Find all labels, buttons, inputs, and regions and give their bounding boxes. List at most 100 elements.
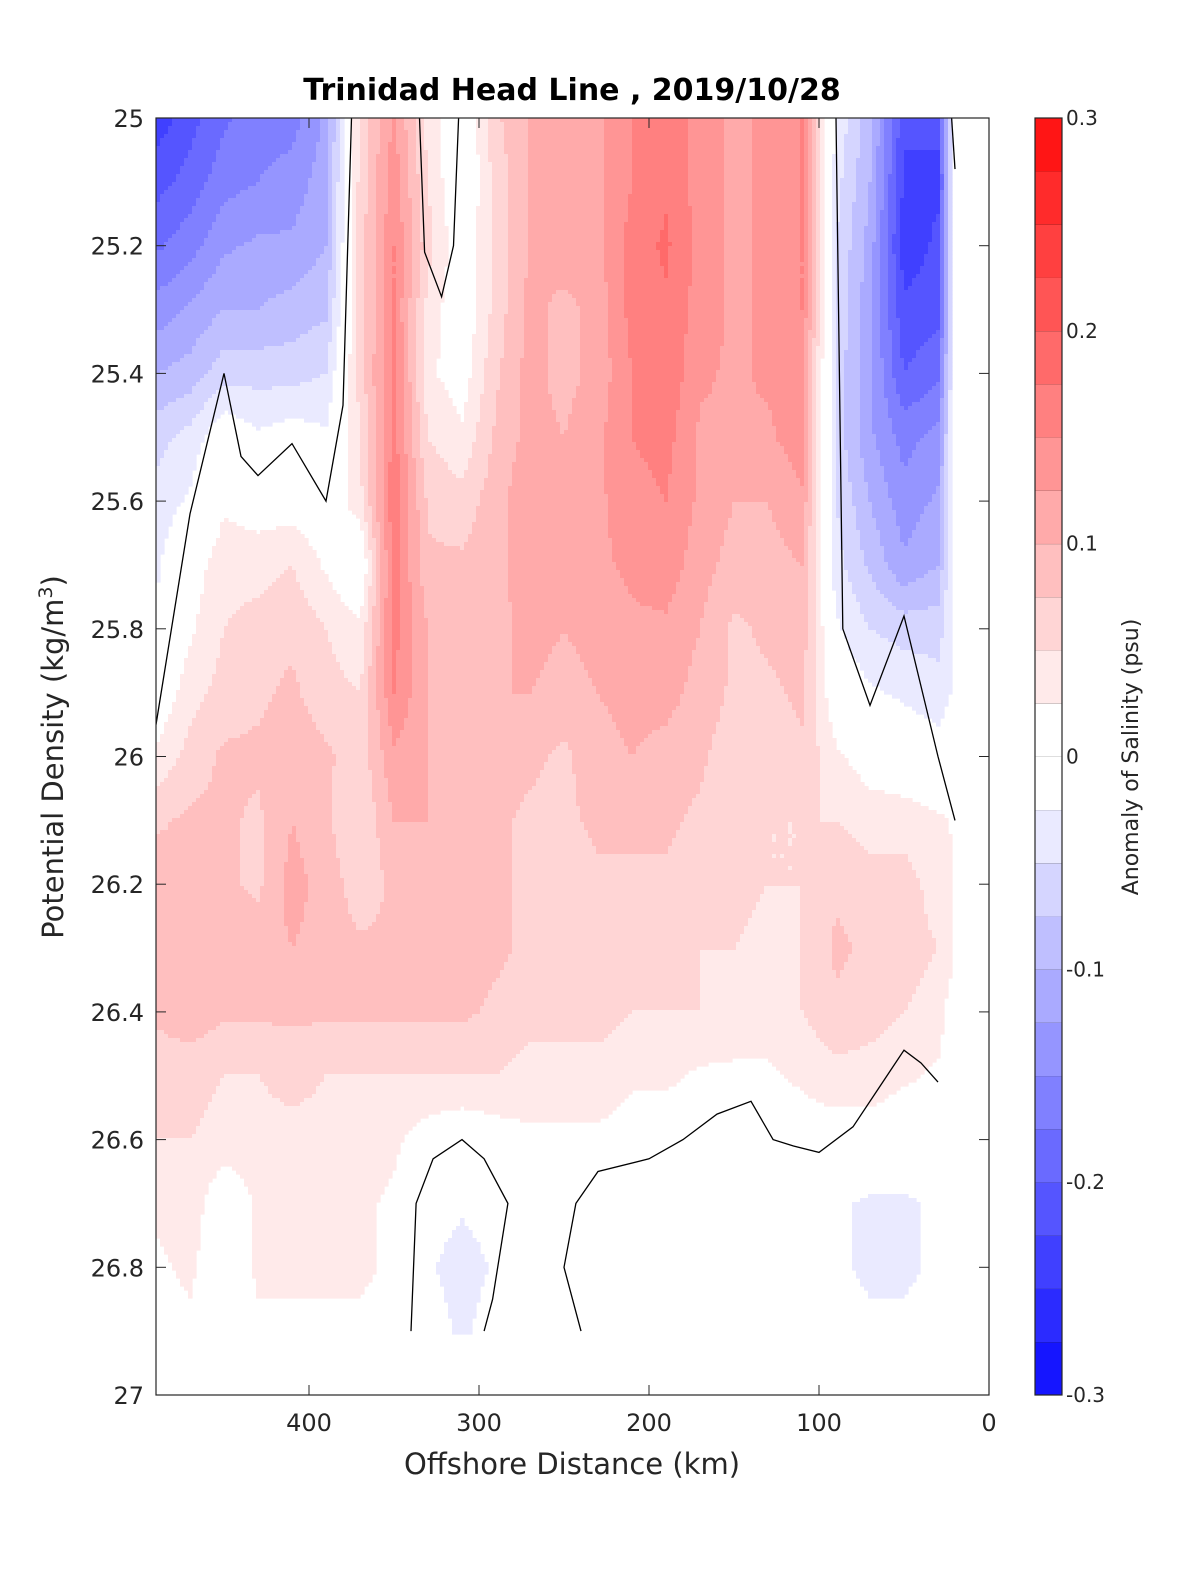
contour-band-cell — [948, 310, 953, 315]
contour-band-cell — [336, 222, 345, 227]
contour-band-cell — [320, 126, 329, 131]
contour-band-cell — [948, 238, 953, 243]
contour-band-cell — [412, 258, 421, 263]
contour-band-cell — [816, 330, 821, 335]
contour-band-cell — [364, 374, 373, 379]
contour-band-cell — [948, 370, 953, 375]
contour-band-cell — [940, 162, 945, 167]
contour-band-cell — [832, 282, 837, 287]
contour-band-cell — [840, 618, 865, 623]
contour-band-cell — [624, 274, 665, 279]
contour-band-cell — [376, 402, 385, 407]
contour-band-cell — [476, 294, 493, 299]
contour-band-cell — [896, 386, 933, 391]
contour-band-cell — [508, 246, 529, 251]
contour-band-cell — [272, 582, 301, 587]
contour-band-cell — [400, 586, 413, 591]
contour-band-cell — [528, 134, 605, 139]
contour-band-cell — [380, 554, 389, 559]
contour-band-cell — [480, 394, 497, 399]
contour-band-cell — [804, 154, 809, 159]
contour-band-cell — [808, 178, 813, 183]
contour-band-cell — [508, 222, 529, 227]
contour-band-cell — [604, 210, 629, 215]
contour-band-cell — [408, 190, 421, 195]
contour-band-cell — [504, 326, 525, 331]
contour-band-cell — [884, 594, 941, 599]
contour-band-cell — [364, 306, 377, 311]
contour-band-cell — [368, 398, 377, 403]
contour-band-cell — [820, 166, 825, 171]
contour-band-cell — [204, 590, 265, 595]
contour-band-cell — [364, 386, 377, 391]
contour-band-cell — [356, 258, 365, 263]
contour-band-cell — [328, 134, 337, 139]
contour-band-cell — [404, 222, 413, 227]
contour-band-cell — [352, 146, 361, 151]
contour-band-cell — [604, 178, 633, 183]
contour-band-cell — [860, 150, 873, 155]
contour-band-cell — [332, 322, 341, 327]
contour-band-cell — [940, 450, 945, 455]
contour-band-cell — [692, 266, 725, 271]
contour-band-cell — [604, 254, 625, 259]
contour-band-cell — [508, 518, 609, 523]
contour-band-cell — [156, 226, 181, 231]
contour-band-cell — [816, 510, 821, 515]
contour-band-cell — [892, 158, 897, 163]
contour-band-cell — [544, 662, 585, 667]
contour-band-cell — [816, 202, 821, 207]
contour-band-cell — [872, 162, 877, 167]
contour-band-cell — [940, 578, 949, 583]
contour-band-cell — [944, 122, 949, 127]
contour-band-cell — [804, 434, 809, 439]
contour-band-cell — [900, 246, 929, 251]
contour-band-cell — [884, 142, 893, 147]
contour-band-cell — [400, 550, 409, 555]
contour-band-cell — [408, 130, 417, 135]
contour-band-cell — [368, 138, 381, 143]
contour-band-cell — [476, 250, 493, 255]
contour-band-cell — [672, 446, 697, 451]
contour-band-cell — [312, 162, 329, 167]
contour-band-cell — [836, 278, 849, 283]
contour-band-cell — [376, 586, 381, 591]
contour-band-cell — [944, 410, 949, 415]
contour-band-cell — [400, 494, 409, 499]
contour-band-cell — [868, 194, 877, 199]
contour-band-cell — [408, 570, 421, 575]
contour-band-cell — [724, 202, 753, 207]
contour-band-cell — [184, 158, 217, 163]
contour-band-cell — [428, 622, 513, 627]
contour-band-cell — [800, 294, 805, 299]
contour-band-cell — [916, 274, 941, 279]
contour-band-cell — [944, 622, 953, 627]
contour-band-cell — [816, 250, 821, 255]
contour-band-cell — [508, 522, 609, 527]
contour-band-cell — [376, 582, 381, 587]
contour-band-cell — [948, 434, 953, 439]
contour-band-cell — [696, 450, 785, 455]
contour-band-cell — [880, 334, 893, 339]
contour-band-cell — [820, 290, 825, 295]
contour-band-cell — [400, 558, 409, 563]
contour-band-cell — [492, 226, 509, 231]
contour-band-cell — [604, 234, 625, 239]
contour-band-cell — [356, 206, 369, 211]
contour-band-cell — [400, 562, 409, 567]
contour-band-cell — [384, 322, 393, 327]
contour-band-cell — [400, 190, 409, 195]
contour-band-cell — [356, 182, 369, 187]
contour-band-cell — [156, 346, 193, 351]
contour-band-cell — [176, 178, 209, 183]
contour-band-cell — [364, 666, 369, 671]
contour-band-cell — [356, 270, 365, 275]
contour-band-cell — [940, 314, 945, 319]
contour-band-cell — [844, 402, 861, 407]
contour-band-cell — [940, 290, 945, 295]
contour-band-cell — [580, 326, 609, 331]
contour-band-cell — [820, 218, 825, 223]
contour-band-cell — [940, 570, 949, 575]
contour-band-cell — [860, 610, 905, 615]
contour-band-cell — [948, 570, 953, 575]
